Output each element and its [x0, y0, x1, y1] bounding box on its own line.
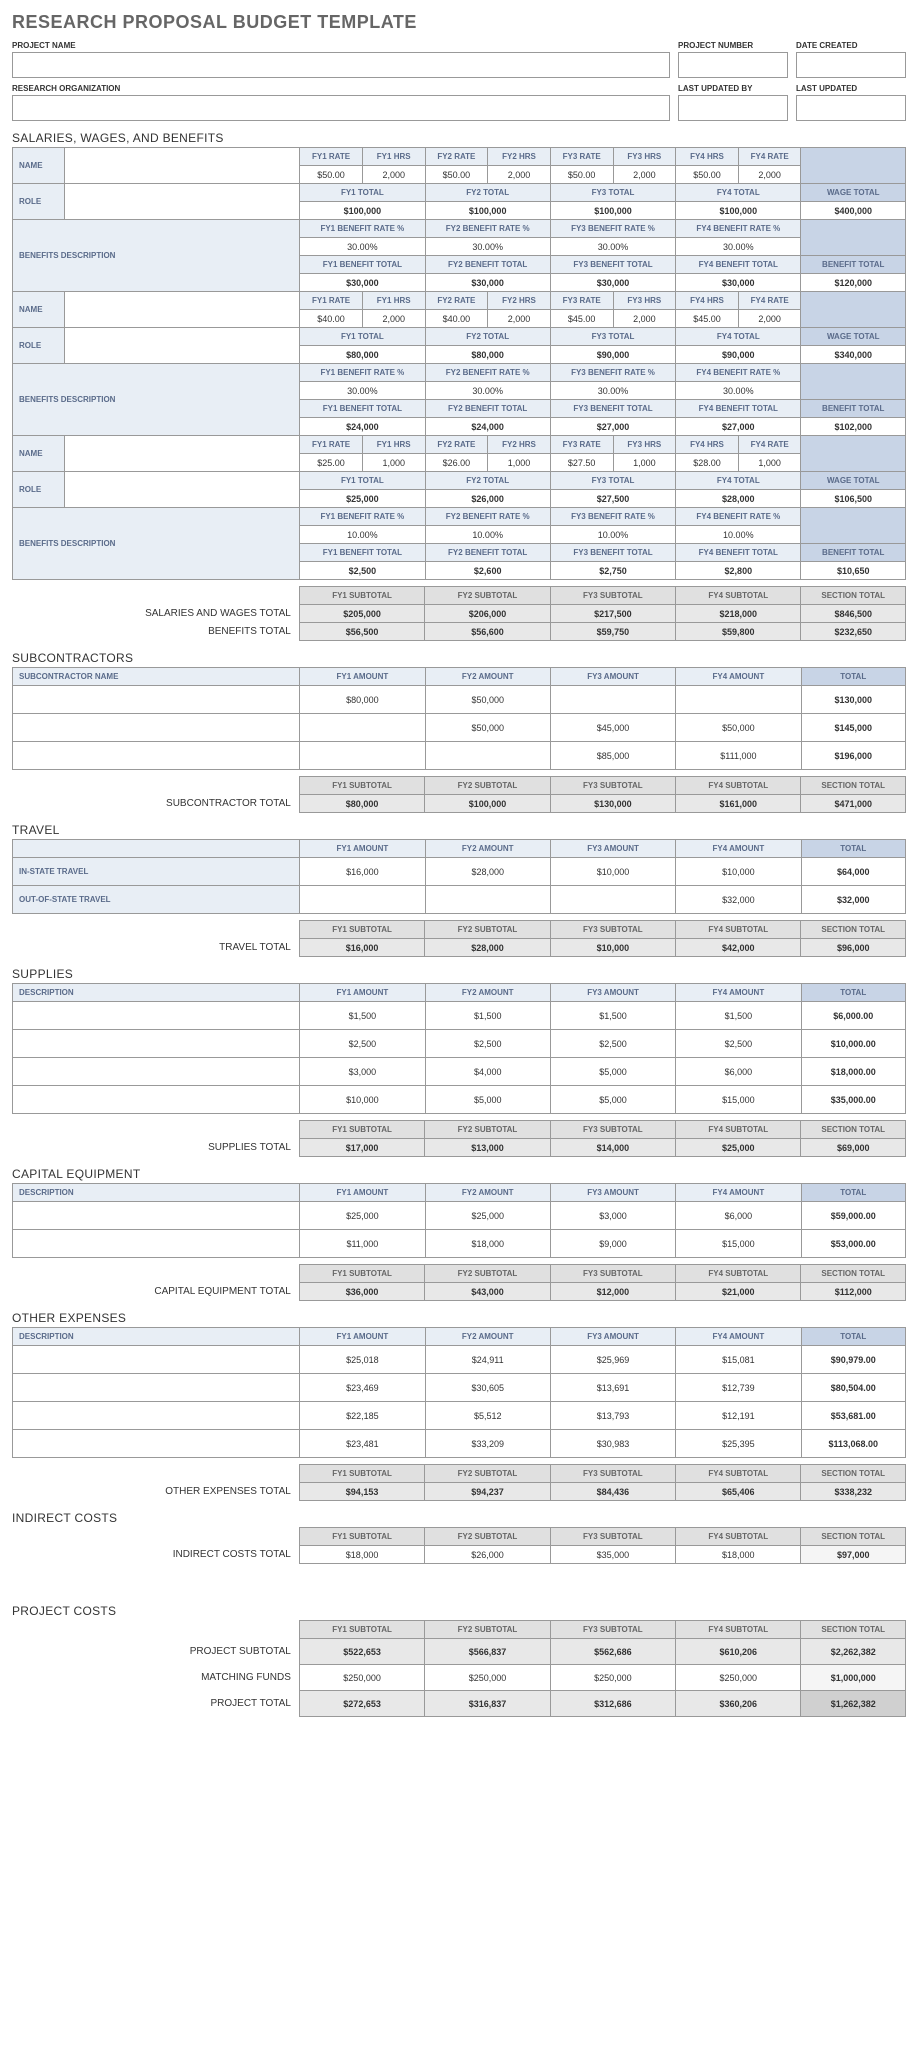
fy4-subtotal-hdr: FY4 SUBTOTAL [676, 587, 801, 605]
fy2-subtotal-hdr: FY2 SUBTOTAL [425, 587, 550, 605]
sw-fy4: $218,000 [676, 605, 801, 623]
last-updated-input[interactable] [796, 95, 906, 121]
last-updated-by-input[interactable] [678, 95, 788, 121]
b-fy2: $56,600 [425, 623, 550, 641]
header-row-2: RESEARCH ORGANIZATION LAST UPDATED BY LA… [12, 84, 906, 121]
sw-fy2: $206,000 [425, 605, 550, 623]
other-area-table: DESCRIPTIONFY1 AMOUNTFY2 AMOUNTFY3 AMOUN… [12, 1327, 906, 1458]
sw-sect: $846,500 [801, 605, 906, 623]
header-row-1: PROJECT NAME PROJECT NUMBER DATE CREATED [12, 41, 906, 78]
indirect-title: INDIRECT COSTS [12, 1511, 906, 1525]
subcon-area-table: SUBCONTRACTOR NAMEFY1 AMOUNTFY2 AMOUNTFY… [12, 667, 906, 770]
capital-title: CAPITAL EQUIPMENT [12, 1167, 906, 1181]
supplies-area-total: FY1 SUBTOTALFY2 SUBTOTALFY3 SUBTOTALFY4 … [12, 1120, 906, 1157]
project-table: FY1 SUBTOTALFY2 SUBTOTALFY3 SUBTOTALFY4 … [12, 1620, 906, 1717]
date-created-input[interactable] [796, 52, 906, 78]
research-org-input[interactable] [12, 95, 670, 121]
sw-fy3: $217,500 [550, 605, 675, 623]
fy1-subtotal-hdr: FY1 SUBTOTAL [299, 587, 424, 605]
subcon-area-total: FY1 SUBTOTALFY2 SUBTOTALFY3 SUBTOTALFY4 … [12, 776, 906, 813]
travel-area-total: FY1 SUBTOTALFY2 SUBTOTALFY3 SUBTOTALFY4 … [12, 920, 906, 957]
project-name-label: PROJECT NAME [12, 41, 670, 50]
fy3-subtotal-hdr: FY3 SUBTOTAL [550, 587, 675, 605]
salaries-table: NAMEFY1 RATEFY1 HRSFY2 RATEFY2 HRSFY3 RA… [12, 147, 906, 580]
travel-title: TRAVEL [12, 823, 906, 837]
salaries-title: SALARIES, WAGES, AND BENEFITS [12, 131, 906, 145]
b-fy1: $56,500 [299, 623, 424, 641]
project-number-label: PROJECT NUMBER [678, 41, 788, 50]
b-sect: $232,650 [801, 623, 906, 641]
page-title: RESEARCH PROPOSAL BUDGET TEMPLATE [12, 12, 906, 33]
salaries-totals-table: FY1 SUBTOTAL FY2 SUBTOTAL FY3 SUBTOTAL F… [12, 586, 906, 641]
project-number-input[interactable] [678, 52, 788, 78]
last-updated-by-label: LAST UPDATED BY [678, 84, 788, 93]
supplies-title: SUPPLIES [12, 967, 906, 981]
travel-area-table: FY1 AMOUNTFY2 AMOUNTFY3 AMOUNTFY4 AMOUNT… [12, 839, 906, 914]
subcontractors-title: SUBCONTRACTORS [12, 651, 906, 665]
last-updated-label: LAST UPDATED [796, 84, 906, 93]
other-title: OTHER EXPENSES [12, 1311, 906, 1325]
supplies-area-table: DESCRIPTIONFY1 AMOUNTFY2 AMOUNTFY3 AMOUN… [12, 983, 906, 1114]
b-total-label: BENEFITS TOTAL [12, 623, 299, 641]
capital-area-table: DESCRIPTIONFY1 AMOUNTFY2 AMOUNTFY3 AMOUN… [12, 1183, 906, 1258]
sw-total-label: SALARIES AND WAGES TOTAL [12, 605, 299, 623]
indirect-table: FY1 SUBTOTALFY2 SUBTOTALFY3 SUBTOTALFY4 … [12, 1527, 906, 1564]
project-costs-title: PROJECT COSTS [12, 1604, 906, 1618]
research-org-label: RESEARCH ORGANIZATION [12, 84, 670, 93]
project-name-input[interactable] [12, 52, 670, 78]
section-total-hdr: SECTION TOTAL [801, 587, 906, 605]
b-fy4: $59,800 [676, 623, 801, 641]
capital-area-total: FY1 SUBTOTALFY2 SUBTOTALFY3 SUBTOTALFY4 … [12, 1264, 906, 1301]
sw-fy1: $205,000 [299, 605, 424, 623]
date-created-label: DATE CREATED [796, 41, 906, 50]
b-fy3: $59,750 [550, 623, 675, 641]
other-area-total: FY1 SUBTOTALFY2 SUBTOTALFY3 SUBTOTALFY4 … [12, 1464, 906, 1501]
